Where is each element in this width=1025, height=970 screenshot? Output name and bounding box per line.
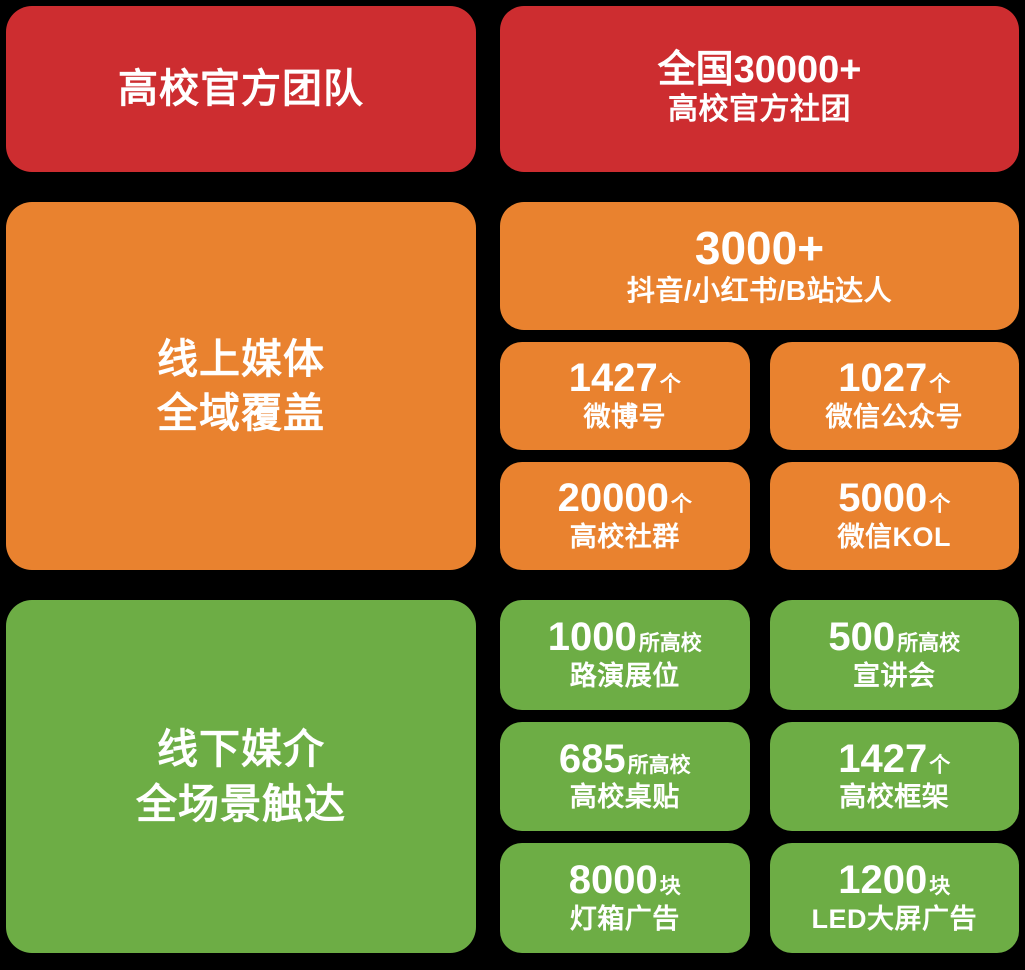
section-label-text-red: 高校官方团队 bbox=[118, 66, 364, 111]
stat-subtitle: 高校框架 bbox=[839, 782, 950, 813]
section-label-card-red: 高校官方团队 bbox=[6, 6, 476, 172]
stat-card-influencers[interactable]: 3000 + 抖音/小红书/B站达人 bbox=[500, 202, 1019, 330]
stat-top-line: 1427 个 bbox=[569, 358, 681, 400]
stat-top-line: 1200 块 bbox=[838, 860, 950, 902]
stat-top-line: 8000 块 bbox=[569, 860, 681, 902]
stat-number: 1200 bbox=[838, 858, 928, 903]
detail-column-orange: 3000 + 抖音/小红书/B站达人 1427 个 微博号 1027 个 微信公众号 bbox=[500, 202, 1019, 570]
stat-subtitle: 抖音/小红书/B站达人 bbox=[626, 275, 893, 307]
section-label-card-orange: 线上媒体 全域覆盖 bbox=[6, 202, 476, 570]
stat-number: 全国30000 bbox=[657, 48, 840, 91]
stat-unit: 块 bbox=[929, 875, 951, 899]
stat-unit: 个 bbox=[929, 753, 951, 777]
stat-number: 500 bbox=[828, 615, 896, 660]
stat-unit: 个 bbox=[670, 493, 692, 517]
stat-unit: 所高校 bbox=[638, 632, 702, 656]
stat-unit: 个 bbox=[929, 373, 951, 397]
stat-unit: 所高校 bbox=[897, 632, 961, 656]
stat-card-wechat-official-accounts[interactable]: 1027 个 微信公众号 bbox=[769, 342, 1019, 450]
stat-number: 1427 bbox=[568, 356, 658, 401]
stat-top-line: 1000 所高校 bbox=[548, 617, 702, 659]
stat-number: 8000 bbox=[568, 858, 658, 903]
section-label-text-green: 线下媒介 全场景触达 bbox=[136, 722, 346, 830]
stat-card-lightbox-ads[interactable]: 8000 块 灯箱广告 bbox=[500, 843, 750, 954]
stat-subtitle: 高校桌贴 bbox=[569, 782, 680, 813]
stat-unit: 所高校 bbox=[627, 753, 691, 777]
detail-row-orange-2: 20000 个 高校社群 5000 个 微信KOL bbox=[500, 462, 1019, 570]
stat-card-weibo-accounts[interactable]: 1427 个 微博号 bbox=[500, 342, 750, 450]
stat-top-line: 1027 个 bbox=[838, 358, 950, 400]
stat-subtitle: 微信公众号 bbox=[825, 401, 963, 432]
stat-number: 3000 bbox=[694, 221, 798, 274]
detail-row-red-1: 全国30000 + 高校官方社团 bbox=[500, 6, 1019, 172]
detail-row-orange-1: 1427 个 微博号 1027 个 微信公众号 bbox=[500, 342, 1019, 450]
stat-top-line: 1427 个 bbox=[838, 736, 951, 781]
stat-unit: 块 bbox=[659, 875, 681, 899]
stat-top-line: 500 所高校 bbox=[828, 617, 960, 659]
stat-top-line: 3000 + bbox=[694, 221, 825, 274]
stat-number: 1427 bbox=[838, 736, 928, 781]
stat-number: 1000 bbox=[547, 615, 637, 660]
stat-subtitle: 路演展位 bbox=[569, 660, 680, 691]
section-row-orange: 线上媒体 全域覆盖 3000 + 抖音/小红书/B站达人 1427 个 微博号 bbox=[6, 202, 1019, 570]
stat-number: 20000 bbox=[557, 476, 669, 521]
stat-card-national-clubs[interactable]: 全国30000 + 高校官方社团 bbox=[500, 6, 1019, 172]
section-label-text-orange: 线上媒体 全域覆盖 bbox=[157, 332, 325, 440]
stat-top-line: 20000 个 bbox=[558, 478, 692, 520]
stat-top-line: 全国30000 + bbox=[657, 48, 862, 91]
stat-card-desk-stickers[interactable]: 685 所高校 高校桌贴 bbox=[500, 721, 750, 832]
stat-card-campus-frames[interactable]: 1427 个 高校框架 bbox=[769, 721, 1019, 832]
stat-subtitle: 灯箱广告 bbox=[569, 904, 680, 935]
stat-number: 1027 bbox=[838, 356, 928, 401]
stat-top-line: 5000 个 bbox=[838, 478, 950, 520]
stat-card-led-screen-ads[interactable]: 1200 块 LED大屏广告 bbox=[769, 843, 1019, 954]
stat-card-wechat-kol[interactable]: 5000 个 微信KOL bbox=[769, 462, 1019, 570]
stat-top-line: 685 所高校 bbox=[558, 736, 691, 781]
stat-subtitle: LED大屏广告 bbox=[811, 904, 977, 935]
section-label-line-2: 全场景触达 bbox=[136, 780, 346, 827]
detail-row-green-3: 8000 块 灯箱广告 1200 块 LED大屏广告 bbox=[500, 843, 1019, 954]
detail-row-green-1: 1000 所高校 路演展位 500 所高校 宣讲会 bbox=[500, 600, 1019, 710]
section-row-red: 高校官方团队 全国30000 + 高校官方社团 bbox=[6, 6, 1019, 172]
detail-column-green: 1000 所高校 路演展位 500 所高校 宣讲会 685 所高校 高校桌贴 bbox=[500, 600, 1019, 954]
stat-subtitle: 微博号 bbox=[583, 401, 666, 432]
detail-column-red: 全国30000 + 高校官方社团 bbox=[500, 6, 1019, 172]
stat-unit: + bbox=[797, 221, 825, 274]
stat-subtitle: 高校社群 bbox=[569, 521, 680, 552]
stat-subtitle: 宣讲会 bbox=[853, 660, 936, 691]
section-row-green: 线下媒介 全场景触达 1000 所高校 路演展位 500 所高校 宣讲会 bbox=[6, 600, 1019, 954]
stat-unit: 个 bbox=[929, 493, 951, 517]
stat-card-info-sessions[interactable]: 500 所高校 宣讲会 bbox=[769, 600, 1019, 710]
stat-number: 5000 bbox=[838, 476, 928, 521]
section-label-line-1: 线下媒介 bbox=[157, 726, 325, 773]
detail-row-orange-hero: 3000 + 抖音/小红书/B站达人 bbox=[500, 202, 1019, 330]
section-label-card-green: 线下媒介 全场景触达 bbox=[6, 600, 476, 953]
detail-row-green-2: 685 所高校 高校桌贴 1427 个 高校框架 bbox=[500, 721, 1019, 832]
stat-unit: 个 bbox=[659, 373, 681, 397]
stat-subtitle: 高校官方社团 bbox=[668, 93, 851, 127]
stat-card-roadshow-booths[interactable]: 1000 所高校 路演展位 bbox=[500, 600, 750, 710]
section-label-line-1: 线上媒体 bbox=[157, 335, 325, 382]
stat-unit: + bbox=[839, 48, 862, 91]
stat-number: 685 bbox=[558, 736, 626, 781]
stat-subtitle: 微信KOL bbox=[837, 521, 951, 552]
stat-card-campus-groups[interactable]: 20000 个 高校社群 bbox=[500, 462, 750, 570]
section-label-line-2: 全域覆盖 bbox=[157, 390, 325, 436]
